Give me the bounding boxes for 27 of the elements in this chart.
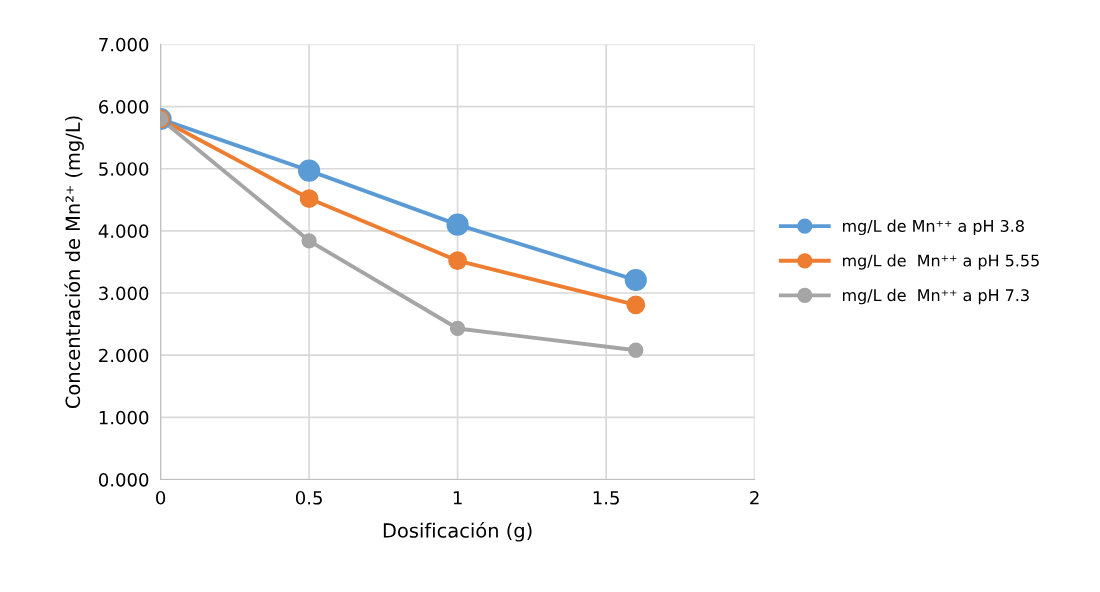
point xyxy=(628,342,644,358)
y-tick-label: 6.000 xyxy=(99,100,149,114)
y-tick-label: 4.000 xyxy=(98,224,149,238)
x-tick-label: 2 xyxy=(750,490,759,505)
point xyxy=(297,159,321,182)
legend-label: mg/L de Mn⁺⁺ a pH 7.3 xyxy=(843,288,1029,305)
point xyxy=(626,295,646,315)
x-tick-label: 0 xyxy=(156,490,166,505)
y-tick-label: 0.000 xyxy=(98,472,149,487)
x-axis-title: Dosificación (g) xyxy=(383,521,532,542)
point xyxy=(449,320,466,337)
x-tick-label: 0.5 xyxy=(295,490,322,505)
x-tick-label: 1 xyxy=(453,491,462,505)
x-tick-label: 1.5 xyxy=(593,491,619,505)
point xyxy=(299,189,319,208)
legend-label: mg/L de Mn⁺⁺ a pH 5.55 xyxy=(843,254,1039,270)
y-tick-label: 3.000 xyxy=(99,286,149,301)
point xyxy=(448,251,467,271)
point xyxy=(624,268,647,292)
legend-label: mg/L de Mn⁺⁺ a pH 3.8 xyxy=(843,219,1024,236)
y-axis-title: Concentración de Mn²⁺ (mg/L) xyxy=(64,116,84,409)
point xyxy=(446,213,469,236)
y-tick-label: 1.000 xyxy=(99,410,149,425)
y-tick-label: 2.000 xyxy=(99,348,149,363)
y-tick-label: 7.000 xyxy=(99,37,149,52)
y-tick-label: 5.000 xyxy=(99,162,149,176)
point xyxy=(301,233,317,249)
